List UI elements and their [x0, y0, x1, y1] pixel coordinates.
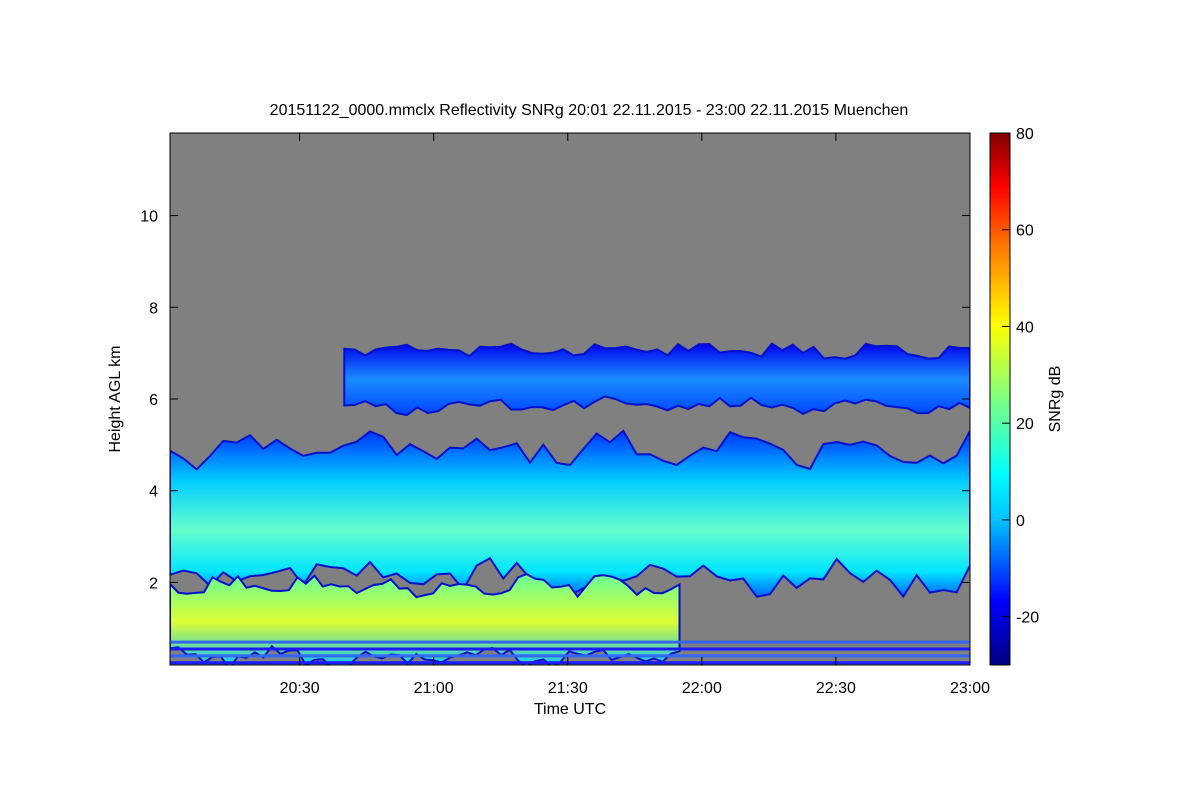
x-axis: 20:30 21:00 21:30 22:00 22:30 23:00 — [280, 133, 990, 697]
cloud-band — [170, 429, 970, 599]
layer-upper-cloud-layer — [343, 342, 970, 417]
colorbar-tick-label: 80 — [1016, 126, 1034, 143]
y-tick-label: 8 — [149, 300, 158, 317]
colorbar-tick-label: 0 — [1016, 513, 1025, 530]
x-tick-label: 22:30 — [816, 680, 856, 697]
cloud-band — [343, 342, 970, 417]
y-axis-label: Height AGL km — [107, 345, 124, 452]
y-tick-label: 10 — [140, 209, 158, 226]
data-layers — [170, 342, 970, 665]
layer-surface-clutter-lines — [170, 640, 970, 665]
x-tick-label: 22:00 — [682, 680, 722, 697]
colorbar-tick-label: 20 — [1016, 416, 1034, 433]
x-tick-label: 21:00 — [414, 680, 454, 697]
y-tick-label: 6 — [149, 392, 158, 409]
colorbar — [989, 132, 1011, 666]
colorbar-tick-label: -20 — [1016, 610, 1039, 627]
colorbar-label: SNRg dB — [1047, 366, 1064, 433]
colorbar-tick-label: 60 — [1016, 223, 1034, 240]
y-tick-label: 2 — [149, 575, 158, 592]
layer-mid-cloud-layer — [170, 429, 970, 599]
x-axis-label: Time UTC — [534, 701, 606, 718]
chart-title: 20151122_0000.mmclx Reflectivity SNRg 20… — [270, 102, 909, 119]
x-tick-label: 20:30 — [280, 680, 320, 697]
y-axis: 2 4 6 8 10 — [140, 209, 970, 592]
colorbar-tick-label: 40 — [1016, 319, 1034, 336]
x-tick-label: 23:00 — [950, 680, 990, 697]
y-tick-label: 4 — [149, 484, 158, 501]
x-tick-label: 21:30 — [548, 680, 588, 697]
colorbar-ticks: -20 0 20 40 60 80 — [1002, 126, 1039, 627]
